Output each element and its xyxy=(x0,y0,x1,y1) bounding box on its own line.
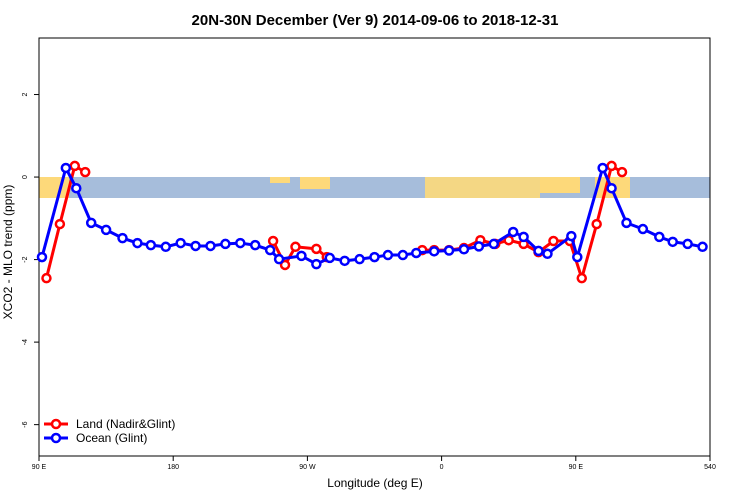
point xyxy=(190,240,201,252)
point xyxy=(41,272,52,284)
point xyxy=(637,223,649,235)
y-tick-label: -4 xyxy=(22,339,29,345)
point xyxy=(566,230,577,242)
x-tick-label: 90 E xyxy=(569,464,584,471)
point xyxy=(542,248,553,260)
point xyxy=(160,241,171,253)
legend-marker xyxy=(50,418,62,430)
x-tick-label: 90 W xyxy=(299,464,316,471)
x-tick-label: 0 xyxy=(440,464,444,471)
point xyxy=(473,241,485,252)
x-axis-label: Longitude (deg E) xyxy=(327,476,422,490)
point xyxy=(85,217,97,229)
point xyxy=(220,238,231,250)
point xyxy=(60,162,72,174)
point xyxy=(175,237,186,249)
point xyxy=(339,255,350,267)
point xyxy=(235,237,246,249)
point xyxy=(132,237,143,249)
y-tick-label: -2 xyxy=(22,256,29,262)
map-band xyxy=(39,177,710,198)
point xyxy=(311,258,322,270)
point xyxy=(324,252,336,264)
point xyxy=(205,240,216,252)
chart-title: 20N-30N December (Ver 9) 2014-09-06 to 2… xyxy=(192,12,559,29)
legend: Land (Nadir&Glint)Ocean (Glint) xyxy=(44,417,175,445)
legend-marker xyxy=(50,432,62,444)
point xyxy=(71,182,82,194)
y-axis-label: XCO2 - MLO trend (ppm) xyxy=(1,185,15,320)
point xyxy=(117,232,128,244)
point xyxy=(458,244,470,255)
point xyxy=(667,236,678,248)
plot-frame xyxy=(38,37,711,457)
point xyxy=(411,247,422,259)
point xyxy=(264,244,276,256)
point xyxy=(488,238,500,250)
point xyxy=(518,231,529,243)
point xyxy=(382,249,394,261)
point xyxy=(397,249,409,261)
point xyxy=(443,245,455,256)
point xyxy=(311,243,322,255)
y-tick-label: 2 xyxy=(22,92,29,96)
point xyxy=(279,259,291,271)
point xyxy=(548,235,559,247)
point xyxy=(576,272,588,284)
point xyxy=(606,160,617,172)
point xyxy=(369,251,380,263)
legend-label: Land (Nadir&Glint) xyxy=(76,417,175,431)
point xyxy=(682,238,693,250)
point xyxy=(533,245,544,257)
point xyxy=(572,251,583,263)
point xyxy=(621,217,632,229)
point xyxy=(100,224,112,236)
point xyxy=(654,231,665,243)
point xyxy=(354,253,365,265)
point xyxy=(290,241,301,253)
point xyxy=(597,162,608,174)
point xyxy=(69,160,81,172)
point xyxy=(507,226,519,238)
point xyxy=(591,218,602,230)
point xyxy=(79,166,91,178)
point xyxy=(697,241,708,253)
y-tick-label: -6 xyxy=(22,421,29,427)
point xyxy=(606,182,617,194)
point xyxy=(249,239,261,251)
x-tick-label: 540 xyxy=(704,464,716,471)
point xyxy=(145,239,157,251)
point xyxy=(296,250,307,262)
point xyxy=(36,251,48,263)
x-tick-label: 90 E xyxy=(32,464,47,471)
y-tick-label: 0 xyxy=(22,175,29,179)
point xyxy=(273,253,285,265)
point xyxy=(428,246,440,257)
point xyxy=(54,218,66,230)
x-tick-label: 180 xyxy=(167,464,179,471)
point xyxy=(616,166,628,178)
legend-label: Ocean (Glint) xyxy=(76,431,147,445)
point xyxy=(267,235,279,247)
